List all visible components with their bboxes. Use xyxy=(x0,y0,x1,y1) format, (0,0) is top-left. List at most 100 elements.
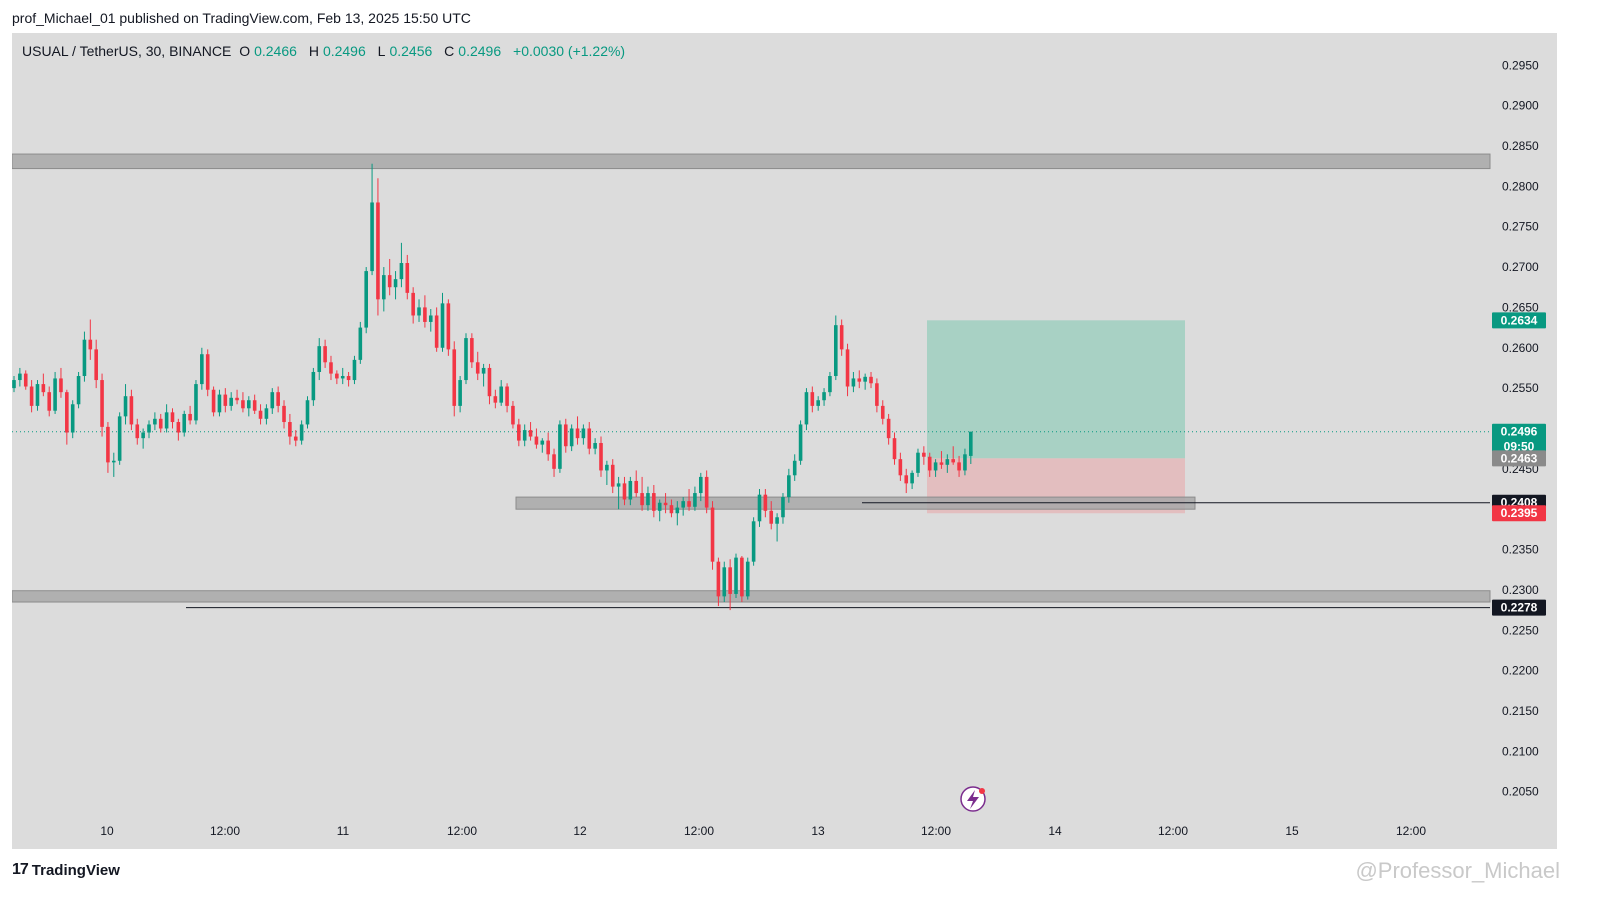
time-tick-label: 12:00 xyxy=(684,824,714,838)
candle-body xyxy=(704,476,709,508)
time-tick-label: 12:00 xyxy=(210,824,240,838)
chart-panel[interactable]: 0.2950 0.2900 0.2850 0.2800 0.2750 0.2700 0.26… xyxy=(12,33,1557,849)
candle xyxy=(117,412,122,465)
candle-body xyxy=(546,440,550,455)
candle-body xyxy=(235,397,239,401)
candle xyxy=(252,394,257,414)
candle xyxy=(12,376,16,393)
candle-body xyxy=(939,462,944,465)
candle xyxy=(82,331,87,382)
candle xyxy=(787,468,791,503)
candle-body xyxy=(804,392,809,425)
candle xyxy=(828,371,832,397)
candle xyxy=(153,412,157,431)
candle xyxy=(945,454,950,473)
candle xyxy=(217,389,222,417)
candle-body xyxy=(652,493,656,511)
candle xyxy=(563,418,568,453)
candle-body xyxy=(176,422,181,433)
candle-body xyxy=(751,521,756,562)
candle xyxy=(599,436,603,477)
candle xyxy=(335,370,339,385)
candle xyxy=(434,307,439,352)
candle-body xyxy=(769,510,774,524)
candle-body xyxy=(229,397,233,406)
candle xyxy=(59,367,63,398)
candle xyxy=(763,489,768,518)
candle-body xyxy=(117,416,122,461)
candle-body xyxy=(886,418,891,439)
candle-body xyxy=(65,392,69,433)
candle xyxy=(716,557,721,607)
candle xyxy=(546,432,550,461)
candle-body xyxy=(816,400,820,406)
candle xyxy=(264,404,269,425)
candle xyxy=(652,484,656,518)
price-badge xyxy=(1492,505,1546,522)
candle xyxy=(505,383,509,413)
candle xyxy=(123,384,128,425)
price-chart[interactable]: 0.2950 0.2900 0.2850 0.2800 0.2750 0.2700 0.26… xyxy=(12,33,1557,849)
candle xyxy=(399,242,404,288)
candle-body xyxy=(440,303,445,348)
tradingview-logo[interactable]: 17 TradingView xyxy=(12,861,120,879)
candle xyxy=(346,371,351,387)
candle-body xyxy=(217,394,222,413)
candle xyxy=(605,460,609,485)
candle xyxy=(411,287,415,324)
candle-body xyxy=(892,438,897,460)
lightning-bolt-icon[interactable] xyxy=(960,786,986,812)
candle-body xyxy=(188,413,192,421)
candle xyxy=(751,517,756,566)
price-tick-label: 0.2350 xyxy=(1502,543,1539,557)
candle xyxy=(892,432,897,465)
candle xyxy=(740,556,744,603)
candle xyxy=(757,489,762,527)
candle xyxy=(235,389,239,405)
candle-body xyxy=(822,392,826,401)
candle-body xyxy=(200,354,204,385)
time-tick-label: 12:00 xyxy=(1158,824,1188,838)
candle-body xyxy=(757,494,762,522)
legend-symbol[interactable]: USUAL / TetherUS, 30, BINANCE xyxy=(22,43,232,59)
candle xyxy=(575,416,580,445)
legend-high-value: 0.2496 xyxy=(322,43,366,59)
candle-body xyxy=(904,475,909,484)
price-badge-label: 0.2496 xyxy=(1501,425,1538,439)
candle-body xyxy=(628,480,633,500)
candle xyxy=(722,561,727,603)
candle xyxy=(205,349,210,397)
candle-body xyxy=(552,454,556,469)
candle-body xyxy=(352,359,357,381)
candle xyxy=(681,497,685,516)
candle xyxy=(869,371,873,389)
candle-body xyxy=(376,202,380,300)
legend-open-label: O xyxy=(239,43,251,59)
candle xyxy=(640,476,644,511)
candle xyxy=(863,373,867,390)
candle-body xyxy=(857,378,862,382)
resistance-zone xyxy=(12,153,1491,170)
candle xyxy=(70,400,75,439)
candle xyxy=(188,405,192,425)
candle-body xyxy=(587,428,592,449)
candle-body xyxy=(194,384,198,421)
candle xyxy=(158,413,163,433)
price-badge-label: 0.2395 xyxy=(1501,506,1538,520)
price-tick-label: 0.2050 xyxy=(1502,785,1539,799)
price-tick-label: 0.2800 xyxy=(1502,179,1539,193)
candle-body xyxy=(722,567,727,597)
price-tick-label: 0.2700 xyxy=(1502,260,1539,274)
candle-body xyxy=(247,400,251,409)
candle-body xyxy=(499,386,504,403)
candle-body xyxy=(258,410,263,419)
candle-body xyxy=(364,271,368,328)
candle xyxy=(534,428,539,449)
candle-body xyxy=(241,400,245,409)
candle xyxy=(781,493,785,524)
candle-body xyxy=(781,497,785,518)
candle xyxy=(106,422,110,473)
candle xyxy=(194,380,198,425)
candle-body xyxy=(147,424,151,433)
